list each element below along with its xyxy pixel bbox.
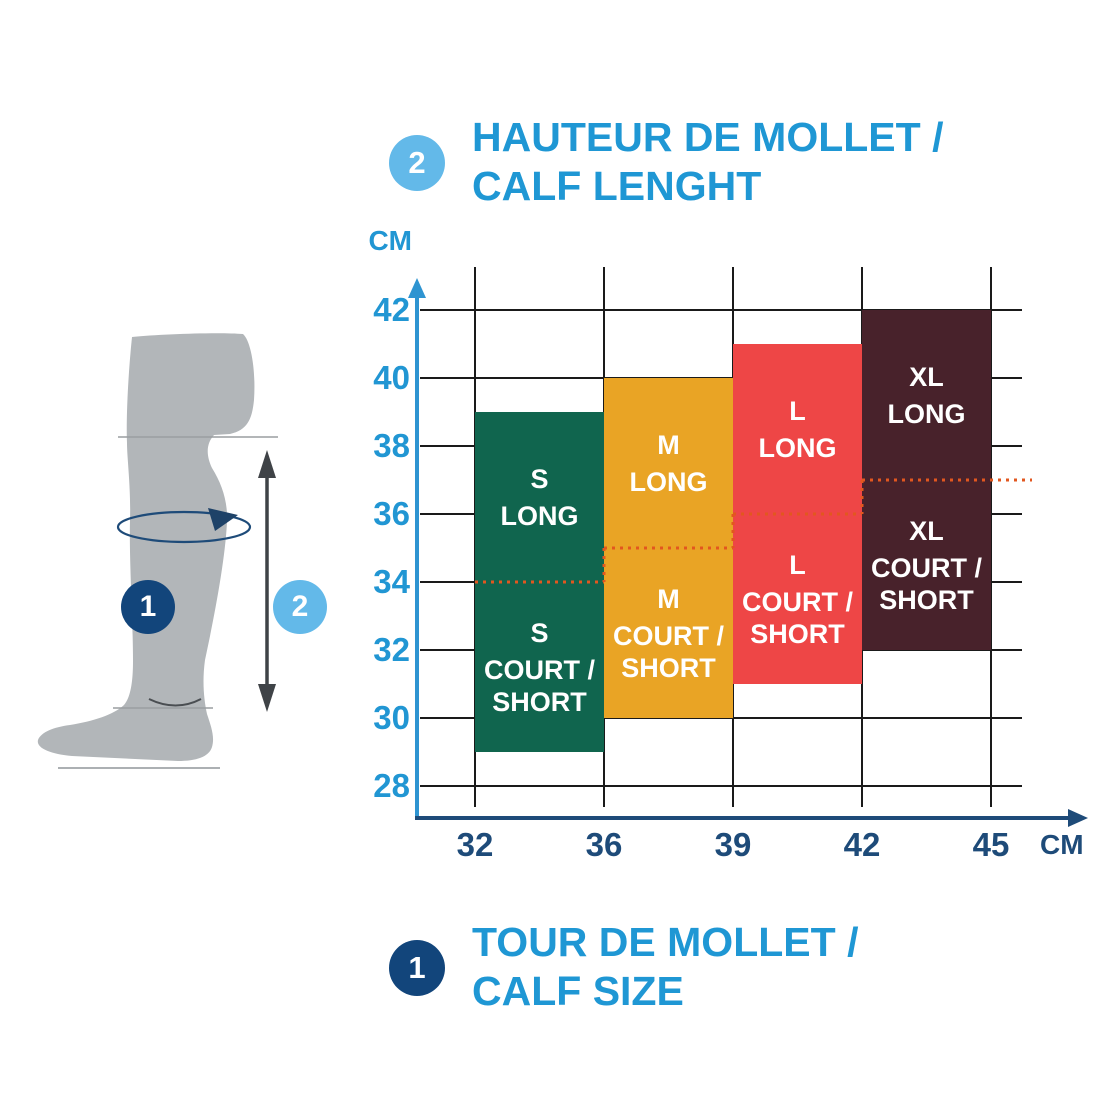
block-label-line: L [789, 395, 806, 426]
x-tick-label: 42 [843, 826, 881, 863]
x-tick-label: 45 [972, 826, 1010, 863]
size-block-m-long: M LONG [604, 378, 733, 548]
block-label-line: S [530, 463, 549, 494]
size-block-xl-long: XL LONG [862, 310, 991, 480]
block-label-line: COURT / [484, 654, 595, 685]
y-tick-label: 32 [373, 631, 410, 668]
step2-badge: 2 [389, 135, 445, 191]
size-block-s-long: S LONG [475, 412, 604, 582]
size-block-l-long: L LONG [733, 344, 862, 514]
y-axis-unit-label: CM [368, 225, 412, 256]
block-label-line: LONG [887, 398, 966, 429]
x-axis-unit-label: CM [1040, 829, 1084, 860]
block-label-line: COURT / [613, 620, 724, 651]
arrow-up-icon [258, 450, 276, 478]
block-label-line: S [530, 617, 549, 648]
size-block-l: L LONG L COURT / SHORT [733, 344, 862, 684]
block-label-line: XL [909, 515, 944, 546]
block-label-line: M [657, 429, 680, 460]
x-axis-arrowhead-icon [1068, 809, 1088, 827]
block-label-line: COURT / [871, 552, 982, 583]
size-block-s-short: S COURT / SHORT [475, 582, 604, 752]
size-block-l-short: L COURT / SHORT [733, 514, 862, 684]
leg-silhouette [37, 333, 255, 761]
block-label-line: XL [909, 361, 944, 392]
chart-title-top: HAUTEUR DE MOLLET / CALF LENGHT [472, 113, 1032, 211]
arrow-down-icon [258, 684, 276, 712]
block-label-line: SHORT [492, 686, 587, 717]
block-label-line: SHORT [621, 652, 716, 683]
figure-calf-size-badge: 1 [121, 580, 175, 634]
x-tick-label: 36 [585, 826, 623, 863]
calf-circumference-ellipse [116, 510, 252, 544]
x-tick-label: 39 [714, 826, 752, 863]
block-label-line: L [789, 549, 806, 580]
title-line: CALF LENGHT [472, 163, 762, 209]
y-tick-label: 38 [373, 427, 410, 464]
title-line: HAUTEUR DE MOLLET / [472, 114, 944, 160]
block-label-line: LONG [758, 432, 837, 463]
title-line: TOUR DE MOLLET / [472, 919, 859, 965]
y-tick-label: 34 [373, 563, 410, 600]
step1-badge: 1 [389, 940, 445, 996]
block-label-line: SHORT [750, 618, 845, 649]
y-axis-arrowhead-icon [408, 278, 426, 298]
ankle-crease-line [148, 698, 202, 707]
chart-title-bottom: TOUR DE MOLLET / CALF SIZE [472, 918, 1032, 1016]
figure-calf-length-badge: 2 [273, 580, 327, 634]
title-line: CALF SIZE [472, 968, 684, 1014]
size-block-m: M LONG M COURT / SHORT [604, 378, 733, 718]
x-tick-label: 32 [456, 826, 494, 863]
y-tick-label: 40 [373, 359, 410, 396]
rotation-arrowhead-icon [208, 508, 238, 531]
block-label-line: LONG [629, 466, 708, 497]
y-tick-label: 36 [373, 495, 410, 532]
block-label-line: LONG [500, 500, 579, 531]
y-tick-label: 42 [373, 291, 410, 328]
size-divider-dotted-line [475, 478, 1032, 584]
block-label-line: SHORT [879, 584, 974, 615]
size-block-xl-short: XL COURT / SHORT [862, 480, 991, 650]
y-tick-label: 30 [373, 699, 410, 736]
block-label-line: COURT / [742, 586, 853, 617]
block-label-line: M [657, 583, 680, 614]
y-tick-label: 28 [373, 767, 410, 804]
size-block-m-short: M COURT / SHORT [604, 548, 733, 718]
